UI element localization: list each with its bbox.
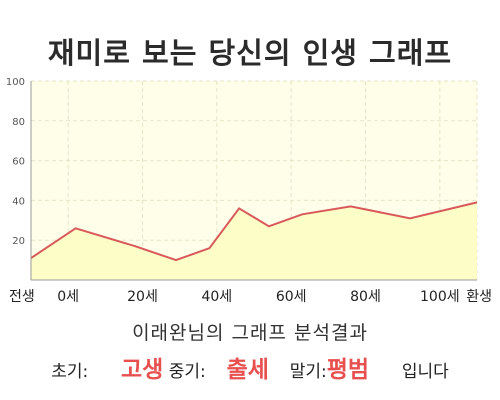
early-value: 고생 (121, 357, 164, 383)
life-area-fill (31, 202, 477, 280)
x-tick-label: 100세 (420, 289, 460, 305)
y-tick-label: 80 (12, 117, 25, 128)
y-tick-labels: 20 40 60 80 100 (6, 77, 25, 247)
x-tick-label: 환생 (466, 289, 492, 305)
middle-label: 중기: (168, 362, 206, 382)
x-tick-label: 전생 (9, 289, 35, 305)
x-tick-label: 80세 (350, 289, 381, 305)
x-tick-label: 40세 (201, 289, 232, 305)
y-tick-label: 100 (6, 77, 25, 88)
ending-text: 입니다 (401, 362, 449, 382)
page-title: 재미로 보는 당신의 인생 그래프 (47, 36, 453, 70)
x-tick-label: 60세 (276, 289, 307, 305)
y-tick-label: 60 (12, 157, 25, 168)
middle-value: 출세 (226, 357, 269, 383)
analysis-heading: 이래완님의 그래프 분석결과 (132, 322, 368, 344)
y-tick-label: 20 (12, 236, 25, 247)
late-value: 평범 (326, 357, 370, 383)
x-tick-label: 20세 (127, 289, 158, 305)
y-tick-label: 40 (12, 196, 25, 207)
late-label: 말기: (289, 362, 327, 382)
analysis-result: 초기: 고생 중기: 출세 말기:평범 입니다 (0, 350, 500, 384)
x-tick-label: 0세 (57, 289, 79, 305)
x-tick-labels: 전생 0세 20세 40세 60세 80세 100세 환생 (9, 289, 492, 305)
life-series-line (30, 201, 478, 262)
early-label: 초기: (51, 362, 89, 382)
